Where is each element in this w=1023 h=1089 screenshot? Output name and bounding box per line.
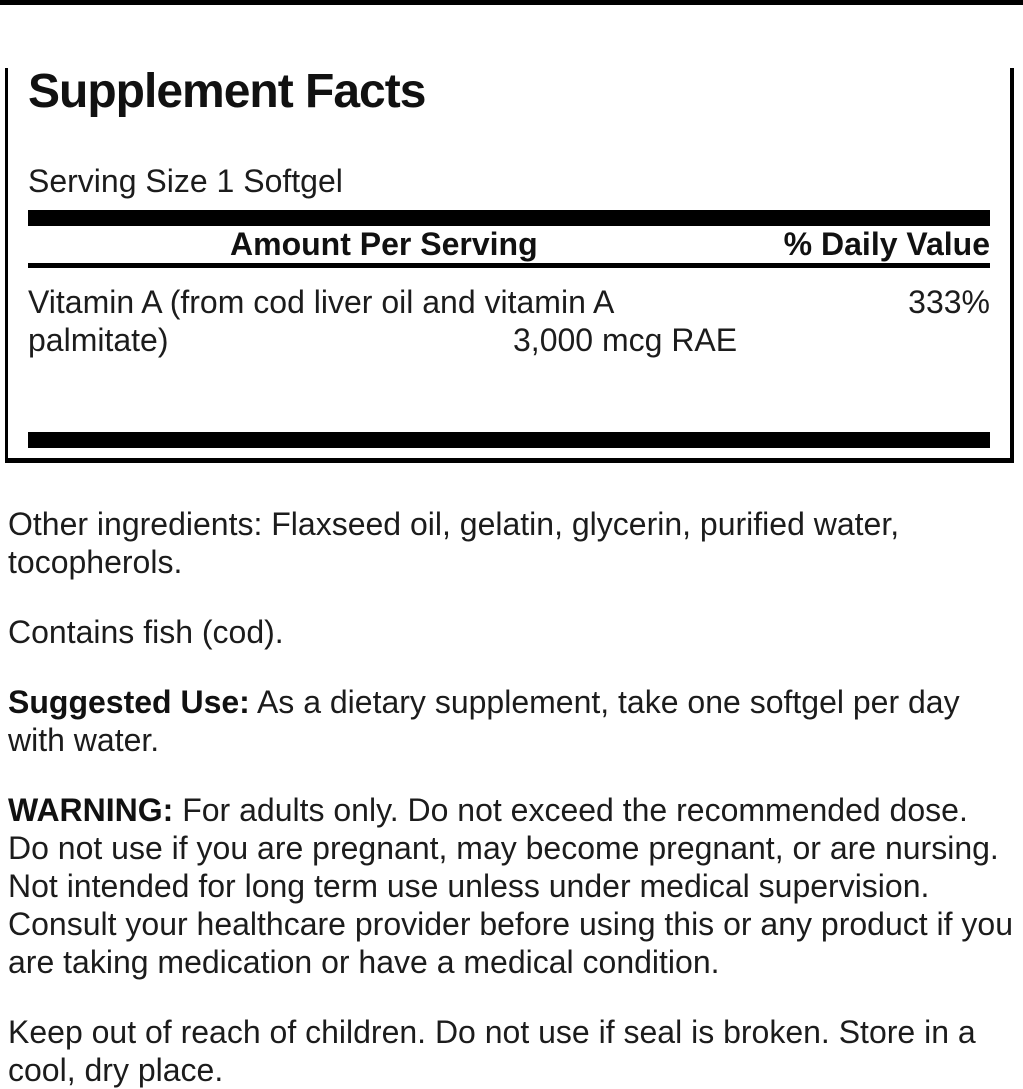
- allergen-statement-text: Contains fish (cod).: [8, 614, 284, 650]
- nutrient-daily-value: 333%: [908, 283, 990, 320]
- nutrient-name: Vitamin A (from cod liver oil and vitami…: [28, 283, 613, 358]
- warning-paragraph: WARNING: For adults only. Do not exceed …: [8, 791, 1015, 981]
- divider-thick-top: [28, 209, 990, 226]
- warning-label: WARNING:: [8, 792, 174, 828]
- column-header-row: Amount Per Serving % Daily Value: [28, 226, 990, 263]
- suggested-use-paragraph: Suggested Use: As a dietary supplement, …: [8, 683, 1015, 759]
- warning-text: For adults only. Do not exceed the recom…: [8, 792, 1013, 980]
- storage-statement-text: Keep out of reach of children. Do not us…: [8, 1014, 976, 1088]
- supplement-facts-panel: Supplement Facts Serving Size 1 Softgel …: [5, 65, 1014, 463]
- divider-thick-bottom: [28, 432, 990, 448]
- serving-size-text: Serving Size 1 Softgel: [28, 162, 343, 199]
- daily-value-header: % Daily Value: [783, 225, 990, 262]
- other-ingredients-text: Other ingredients: Flaxseed oil, gelatin…: [8, 506, 900, 580]
- panel-top-border: [0, 0, 1023, 5]
- nutrient-amount: 3,000 mcg RAE: [513, 321, 738, 358]
- amount-per-serving-header: Amount Per Serving: [230, 225, 538, 262]
- divider-thin-header: [28, 262, 990, 268]
- nutrient-row-vitamin-a: Vitamin A (from cod liver oil and vitami…: [28, 268, 990, 359]
- suggested-use-text: As a dietary supplement, take one softge…: [8, 684, 960, 758]
- label-body: Other ingredients: Flaxseed oil, gelatin…: [8, 505, 1015, 1089]
- panel-title: Supplement Facts: [28, 65, 426, 118]
- suggested-use-label: Suggested Use:: [8, 684, 250, 720]
